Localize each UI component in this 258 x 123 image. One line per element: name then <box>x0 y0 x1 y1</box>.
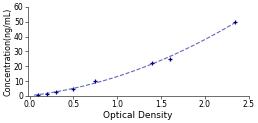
X-axis label: Optical Density: Optical Density <box>103 111 173 120</box>
Y-axis label: Concentration(ng/mL): Concentration(ng/mL) <box>3 7 12 96</box>
